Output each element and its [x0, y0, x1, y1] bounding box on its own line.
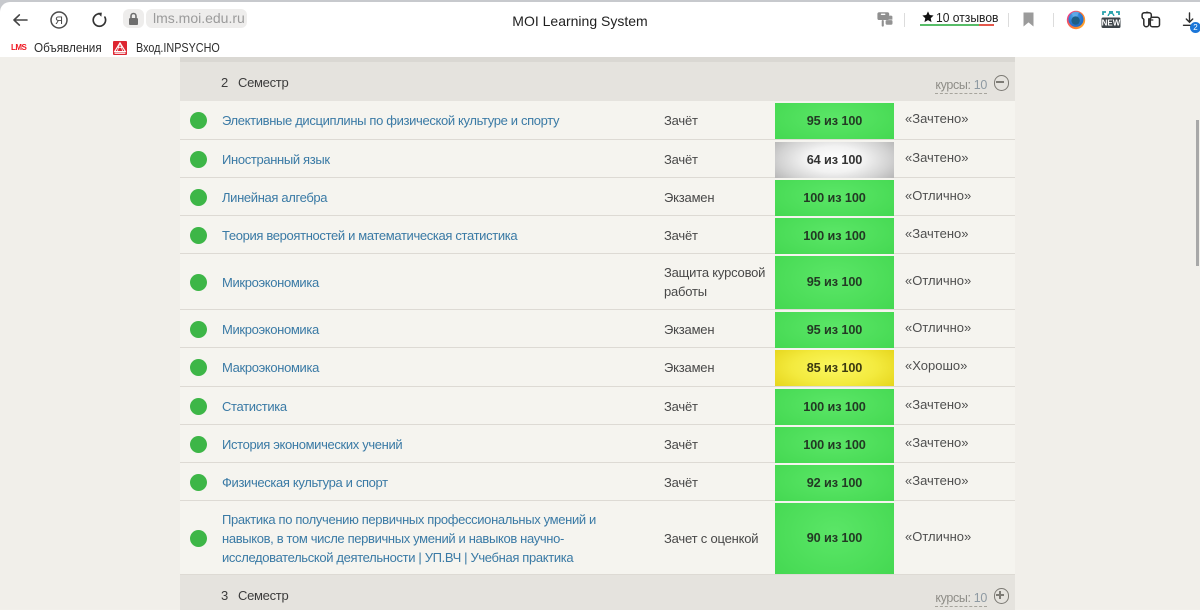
svg-text:Я: Я	[55, 15, 63, 27]
svg-text:NEW: NEW	[1102, 19, 1121, 28]
